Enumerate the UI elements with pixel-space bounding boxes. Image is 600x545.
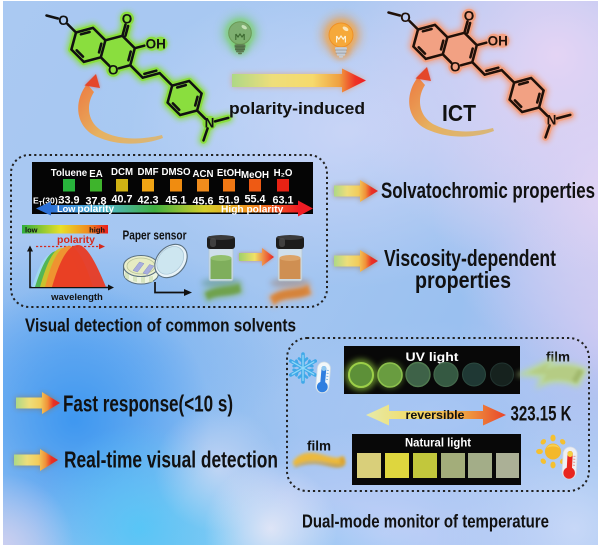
svg-text:polarity: polarity	[57, 234, 95, 246]
svg-text:63.1: 63.1	[272, 195, 293, 207]
svg-text:42.3: 42.3	[137, 195, 158, 207]
svg-text:55.4: 55.4	[244, 194, 265, 206]
svg-text:low: low	[25, 226, 38, 235]
svg-text:high: high	[89, 226, 105, 235]
svg-text:Dual-mode monitor of temperatu: Dual-mode monitor of temperature	[302, 511, 549, 532]
svg-text:Fast response(<10 s): Fast response(<10 s)	[63, 391, 233, 417]
svg-text:323.15 K: 323.15 K	[511, 403, 572, 426]
svg-text:45.6: 45.6	[192, 196, 213, 208]
svg-text:polarity-induced: polarity-induced	[229, 99, 365, 118]
svg-text:Solvatochromic properties: Solvatochromic properties	[381, 178, 595, 203]
svg-text:ACN: ACN	[193, 169, 214, 180]
svg-text:Paper sensor: Paper sensor	[123, 228, 187, 243]
svg-text:EA: EA	[89, 169, 102, 180]
svg-text:properties: properties	[415, 267, 511, 293]
svg-text:DMF: DMF	[138, 167, 159, 178]
svg-text:Natural light: Natural light	[405, 438, 471, 450]
svg-text:51.9: 51.9	[218, 195, 239, 207]
svg-text:H₂O: H₂O	[274, 168, 293, 179]
svg-text:37.8: 37.8	[85, 196, 106, 208]
svg-text:DCM: DCM	[111, 167, 133, 178]
svg-text:ET(30):: ET(30):	[33, 196, 61, 208]
svg-text:Real-time visual detection: Real-time visual detection	[64, 447, 278, 473]
svg-text:High polarity: High polarity	[221, 205, 284, 216]
svg-text:DMSO: DMSO	[161, 167, 191, 178]
svg-text:Visual detection of common sol: Visual detection of common solvents	[25, 315, 296, 336]
svg-text:45.1: 45.1	[165, 195, 186, 207]
svg-text:33.9: 33.9	[58, 195, 79, 207]
svg-text:Viscosity-dependent: Viscosity-dependent	[384, 245, 556, 271]
svg-text:40.7: 40.7	[111, 194, 132, 206]
svg-text:EtOH: EtOH	[217, 168, 241, 179]
svg-text:reversible: reversible	[406, 408, 465, 422]
svg-text:Toluene: Toluene	[51, 168, 88, 179]
svg-text:UV light: UV light	[406, 352, 459, 364]
svg-text:MeOH: MeOH	[241, 170, 269, 181]
svg-text:ICT: ICT	[442, 100, 477, 126]
svg-text:wavelength: wavelength	[50, 292, 103, 303]
svg-text:film: film	[307, 439, 331, 454]
